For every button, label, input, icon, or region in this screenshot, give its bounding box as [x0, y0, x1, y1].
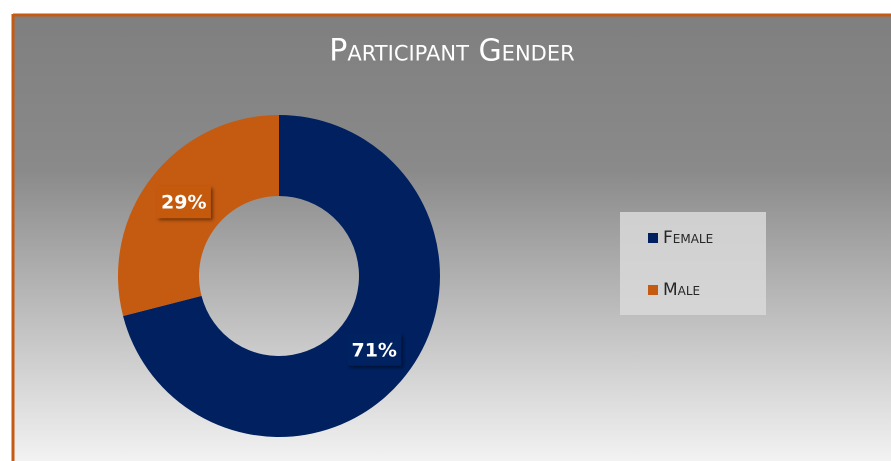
legend-label: Male [663, 280, 700, 300]
legend-swatch [648, 285, 658, 295]
chart-title: Participant Gender [329, 34, 574, 69]
legend-swatch [648, 233, 658, 243]
data-label-box [347, 333, 402, 366]
data-label: 29% [161, 192, 206, 214]
data-label-box [156, 186, 211, 219]
legend-label: Female [663, 228, 713, 248]
legend [620, 212, 766, 315]
data-label: 71% [351, 339, 396, 361]
